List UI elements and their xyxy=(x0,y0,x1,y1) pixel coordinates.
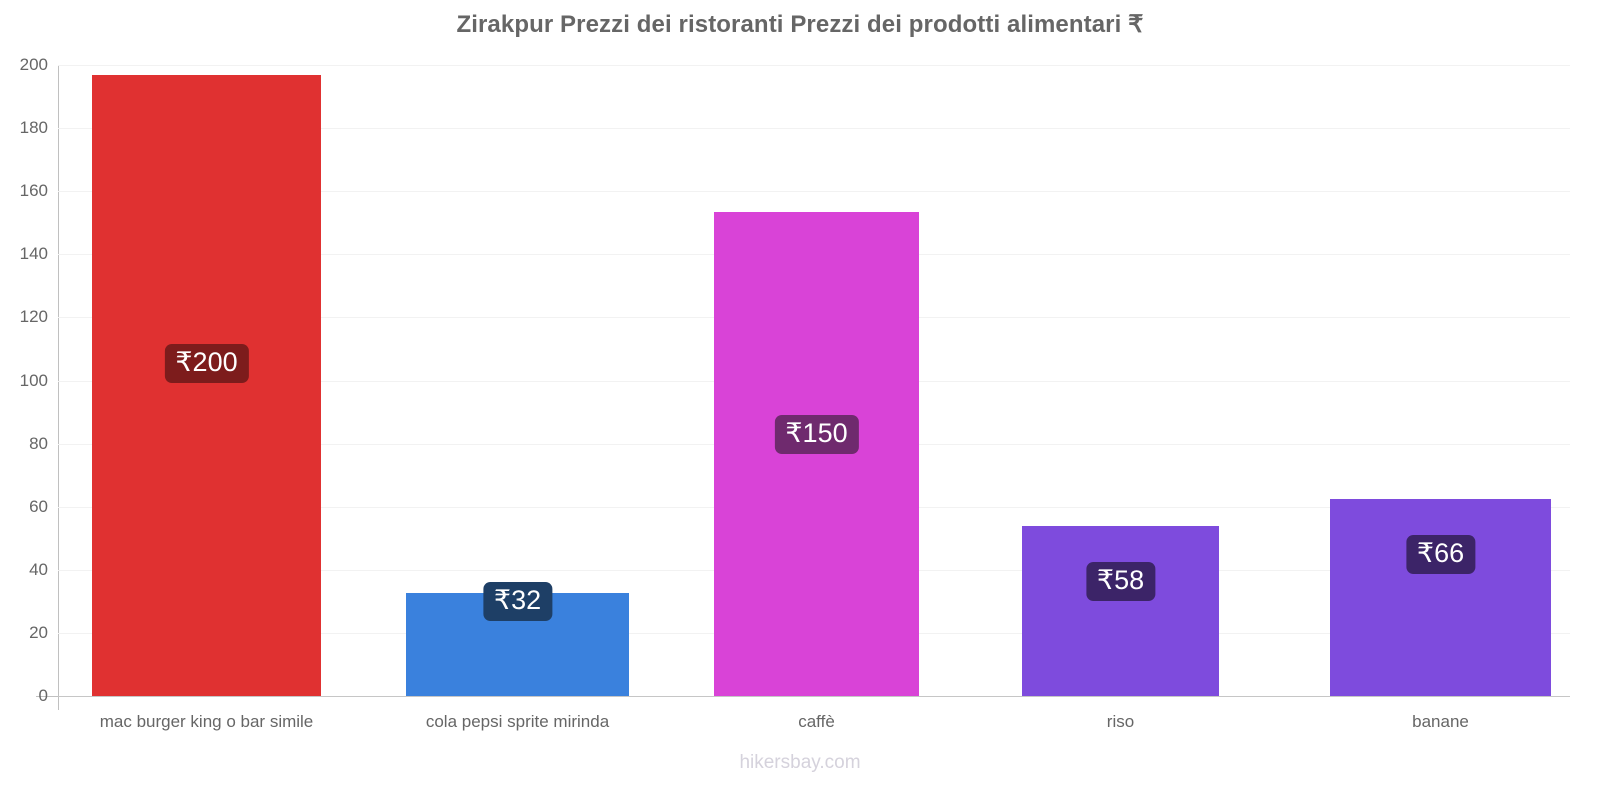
x-axis-label-2: caffè xyxy=(798,712,835,731)
x-axis-label-0: mac burger king o bar simile xyxy=(99,712,314,731)
gridline-200 xyxy=(58,65,1570,66)
bar[interactable]: ₹32 xyxy=(406,582,629,696)
source-watermark: hikersbay.com xyxy=(739,752,861,773)
y-tick-label-60: 60 xyxy=(29,496,48,516)
y-tick-label-180: 180 xyxy=(19,118,48,138)
x-axis-label-3: riso xyxy=(1106,712,1135,731)
y-tick-label-40: 40 xyxy=(29,559,48,579)
bar-value-label: ₹66 xyxy=(1405,535,1476,574)
plot-area: ₹200 ₹32 ₹150 ₹58 ₹66 xyxy=(58,65,1570,697)
bar[interactable]: ₹150 xyxy=(714,212,919,696)
bar[interactable]: ₹58 xyxy=(1022,526,1219,696)
bar[interactable]: ₹200 xyxy=(92,75,321,696)
y-tick-label-100: 100 xyxy=(19,370,48,390)
bar-value-label: ₹200 xyxy=(164,344,249,383)
x-axis-label-4: banane xyxy=(1412,712,1469,731)
x-axis-label-1: cola pepsi sprite mirinda xyxy=(425,712,610,731)
bar-value-label: ₹58 xyxy=(1085,562,1156,601)
y-tick-label-20: 20 xyxy=(29,622,48,642)
page-title: Zirakpur Prezzi dei ristoranti Prezzi de… xyxy=(456,11,1144,38)
y-tick-label-160: 160 xyxy=(19,181,48,201)
gridline-180 xyxy=(58,128,1570,130)
y-tick-label-80: 80 xyxy=(29,433,48,453)
y-tick-label-120: 120 xyxy=(19,307,48,327)
bar-value-label: ₹32 xyxy=(482,582,553,621)
bar-value-label: ₹150 xyxy=(774,415,859,454)
y-tick-label-140: 140 xyxy=(19,244,48,264)
y-tick-label-200: 200 xyxy=(19,55,48,74)
gridline-0 xyxy=(58,696,1570,697)
gridline-160 xyxy=(58,191,1570,193)
y-axis-line xyxy=(58,65,59,710)
y-tick-label-0: 0 xyxy=(38,686,48,705)
bar[interactable]: ₹66 xyxy=(1330,499,1551,696)
